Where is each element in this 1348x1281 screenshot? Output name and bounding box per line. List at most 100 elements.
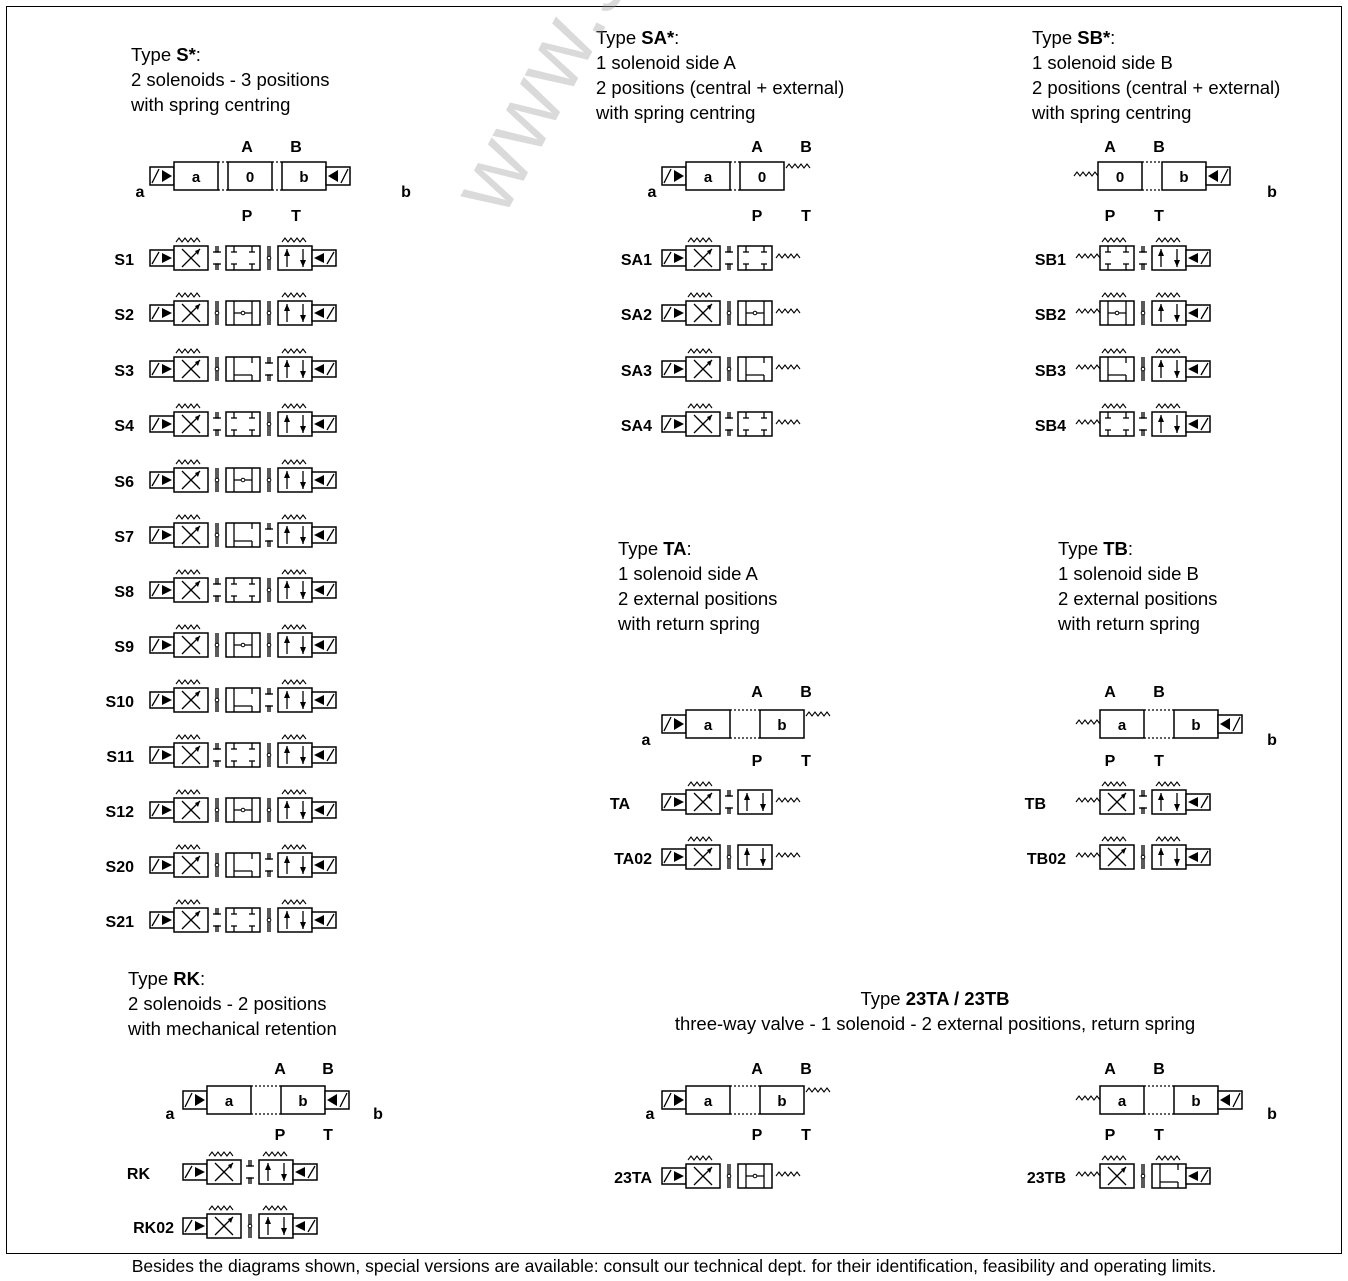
- code-s10: S10: [106, 694, 135, 711]
- position-label-a: a: [704, 717, 713, 734]
- valve-sa3: [661, 348, 801, 382]
- valve-sb2: [1075, 292, 1211, 326]
- port-label-B-sa: B: [800, 139, 812, 156]
- port-label-T-tb: T: [1154, 753, 1164, 770]
- port-label-B-23tb: B: [1153, 1061, 1165, 1078]
- position-label-a: a: [1118, 717, 1127, 734]
- valve-s4: [149, 403, 337, 437]
- code-sb1: SB1: [1035, 252, 1066, 269]
- group-header-rk: Type RK: 2 solenoids - 2 positions with …: [128, 968, 337, 1039]
- valve-s10: [149, 679, 337, 713]
- group-header-tb: Type TB: 1 solenoid side B 2 external po…: [1058, 538, 1218, 634]
- valve-sb3: [1075, 348, 1211, 382]
- port-label-T-sa: T: [801, 208, 811, 225]
- code-s21: S21: [106, 914, 135, 931]
- valve-ta: [661, 781, 801, 815]
- group-header-ta: Type TA: 1 solenoid side A 2 external po…: [618, 538, 778, 634]
- position-label-a: a: [704, 169, 713, 186]
- group-header-sa: Type SA*: 1 solenoid side A 2 positions …: [596, 27, 845, 123]
- valve-s7: [149, 514, 337, 548]
- code-rk02: RK02: [133, 1220, 174, 1237]
- port-label-P: P: [242, 208, 253, 225]
- valve-sb1: [1075, 237, 1211, 271]
- valve-s2: [149, 292, 337, 326]
- group-header-sb: Type SB*: 1 solenoid side B 2 positions …: [1032, 27, 1281, 123]
- position-label-b: b: [298, 1093, 307, 1110]
- port-label-B-23ta: B: [800, 1061, 812, 1078]
- solenoid-label-a-ta: a: [642, 732, 651, 749]
- code-23tb: 23TB: [1027, 1170, 1066, 1187]
- code-s3: S3: [114, 363, 134, 380]
- valve-tb: [1075, 781, 1211, 815]
- port-label-P-sb: P: [1105, 208, 1116, 225]
- group-header-s: Type S*: 2 solenoids - 3 positions with …: [131, 44, 330, 115]
- group-header-23ta-23tb: Type 23TA / 23TB three-way valve - 1 sol…: [674, 988, 1196, 1034]
- code-sb2: SB2: [1035, 307, 1066, 324]
- code-sa2: SA2: [621, 307, 652, 324]
- solenoid-label-b-tb: b: [1267, 732, 1277, 749]
- solenoid-label-b-23tb: b: [1267, 1106, 1277, 1123]
- valve-rk02: [182, 1205, 318, 1239]
- code-s6: S6: [114, 474, 134, 491]
- port-label-A-ta: A: [751, 684, 763, 701]
- port-label-B: B: [290, 139, 302, 156]
- code-23ta: 23TA: [614, 1170, 652, 1187]
- code-sa3: SA3: [621, 363, 652, 380]
- position-label-0: 0: [758, 169, 766, 186]
- code-sa1: SA1: [621, 252, 652, 269]
- position-label-b: b: [299, 169, 308, 186]
- code-s20: S20: [106, 859, 135, 876]
- diagram-frame: [6, 6, 1342, 1254]
- position-label-b: b: [777, 1093, 786, 1110]
- port-label-T-23ta: T: [801, 1127, 811, 1144]
- valve-tb02: [1075, 836, 1211, 870]
- footer-note: Besides the diagrams shown, special vers…: [131, 1256, 1217, 1276]
- valve-sa4: [661, 403, 801, 437]
- valve-sb4: [1075, 403, 1211, 437]
- valve-s12: [149, 789, 337, 823]
- port-label-A-23tb: A: [1104, 1061, 1116, 1078]
- port-label-A-23ta: A: [751, 1061, 763, 1078]
- port-label-A: A: [241, 139, 253, 156]
- solenoid-label-a: a: [136, 184, 145, 201]
- position-label-b: b: [777, 717, 786, 734]
- valve-s6: [149, 459, 337, 493]
- port-label-T-sb: T: [1154, 208, 1164, 225]
- solenoid-label-b-rk: b: [373, 1106, 383, 1123]
- code-sa4: SA4: [621, 418, 652, 435]
- solenoid-label-a-sa: a: [648, 184, 657, 201]
- position-label-a: a: [704, 1093, 713, 1110]
- valve-s21: [149, 899, 337, 933]
- port-label-T: T: [291, 208, 301, 225]
- code-s8: S8: [114, 584, 134, 601]
- port-label-A-sb: A: [1104, 139, 1116, 156]
- code-s1: S1: [114, 252, 134, 269]
- code-rk: RK: [127, 1166, 151, 1183]
- port-label-A-sa: A: [751, 139, 763, 156]
- valve-23ta: [661, 1155, 801, 1189]
- port-label-P-tb: P: [1105, 753, 1116, 770]
- port-label-B-rk: B: [322, 1061, 334, 1078]
- port-label-P-rk: P: [275, 1127, 286, 1144]
- valve-rk: [182, 1151, 318, 1185]
- port-label-P-ta: P: [752, 753, 763, 770]
- code-s4: S4: [114, 418, 134, 435]
- code-s11: S11: [106, 749, 134, 766]
- port-label-A-tb: A: [1104, 684, 1116, 701]
- code-sb4: SB4: [1035, 418, 1066, 435]
- position-label-b: b: [1191, 1093, 1200, 1110]
- port-label-B-sb: B: [1153, 139, 1165, 156]
- solenoid-label-b-sb: b: [1267, 184, 1277, 201]
- port-label-B-ta: B: [800, 684, 812, 701]
- position-label-a: a: [192, 169, 201, 186]
- code-s12: S12: [106, 804, 135, 821]
- port-label-T-23tb: T: [1154, 1127, 1164, 1144]
